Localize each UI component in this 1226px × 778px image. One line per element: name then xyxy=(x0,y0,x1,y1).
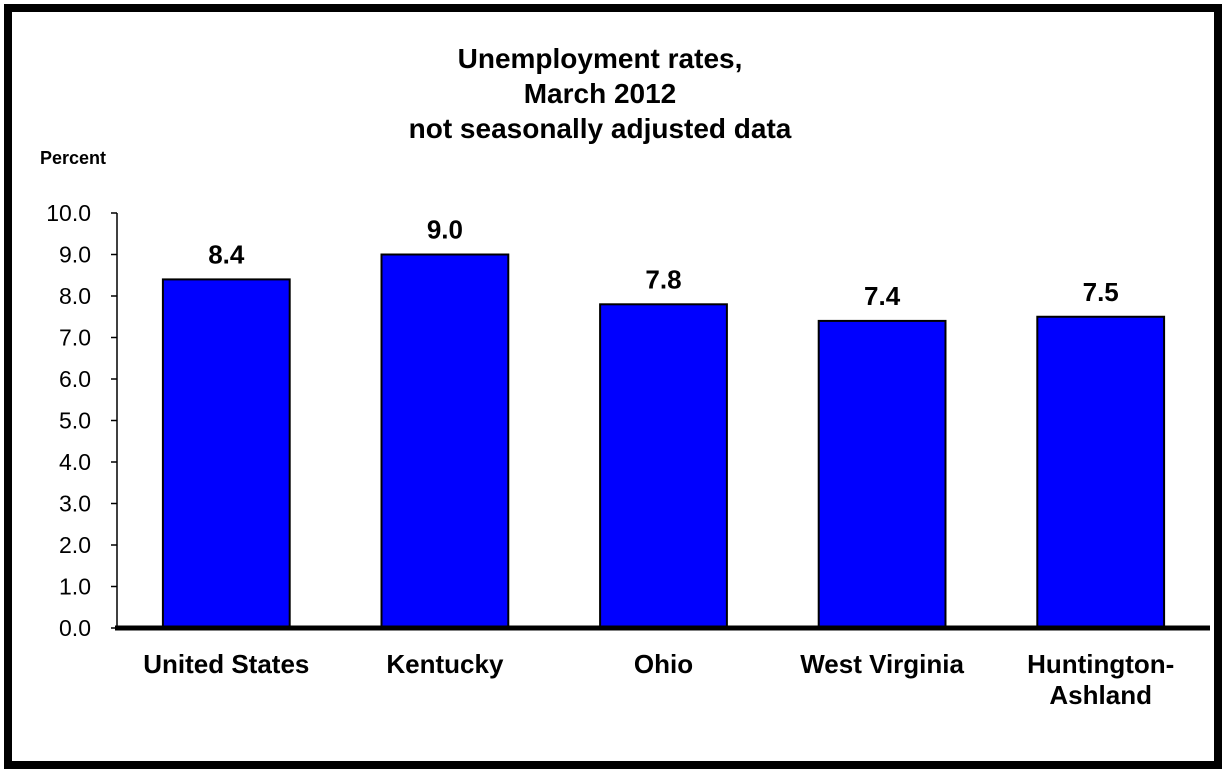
bar xyxy=(380,253,510,629)
bar xyxy=(1036,315,1166,629)
bar-value-label: 7.4 xyxy=(864,281,901,311)
y-tick-label: 3.0 xyxy=(59,491,91,517)
y-tick-label: 8.0 xyxy=(59,283,91,309)
y-tick-label: 2.0 xyxy=(59,532,91,558)
bar xyxy=(161,278,291,629)
bar-value-label: 7.5 xyxy=(1083,277,1119,307)
chart-title-line-1: Unemployment rates, xyxy=(458,43,743,74)
bars xyxy=(161,253,1166,629)
bar xyxy=(599,303,728,629)
y-tick-label: 9.0 xyxy=(59,242,91,268)
y-axis: 0.0 1.0 2.0 3.0 4.0 5.0 6.0 7.0 8.0 9.0 10.0 xyxy=(46,200,118,641)
value-labels: 8.4 9.0 7.8 7.4 7.5 xyxy=(208,215,1119,311)
bar-value-label: 7.8 xyxy=(645,264,681,294)
y-tick-label: 10.0 xyxy=(46,200,91,226)
x-category-label: Kentucky xyxy=(386,649,504,679)
y-tick-label: 4.0 xyxy=(59,449,91,475)
y-tick-label: 7.0 xyxy=(59,325,91,351)
x-category-label: Huntington- xyxy=(1027,649,1174,679)
x-category-label: Ohio xyxy=(634,649,693,679)
y-axis-label: Percent xyxy=(40,148,106,168)
chart-title-line-2: March 2012 xyxy=(524,78,677,109)
y-tick-label: 1.0 xyxy=(59,574,91,600)
y-tick-label: 5.0 xyxy=(59,408,91,434)
y-tick-label: 0.0 xyxy=(59,615,91,641)
chart-title-line-3: not seasonally adjusted data xyxy=(409,113,792,144)
x-category-label: West Virginia xyxy=(800,649,964,679)
x-axis: United States Kentucky Ohio West Virginia Hu… xyxy=(115,625,1210,710)
x-category-label: Ashland xyxy=(1049,680,1152,710)
x-category-label: United States xyxy=(143,649,309,679)
bar xyxy=(817,319,947,629)
bar-value-label: 9.0 xyxy=(427,215,463,245)
y-tick-label: 6.0 xyxy=(59,366,91,392)
bar-value-label: 8.4 xyxy=(208,239,245,269)
